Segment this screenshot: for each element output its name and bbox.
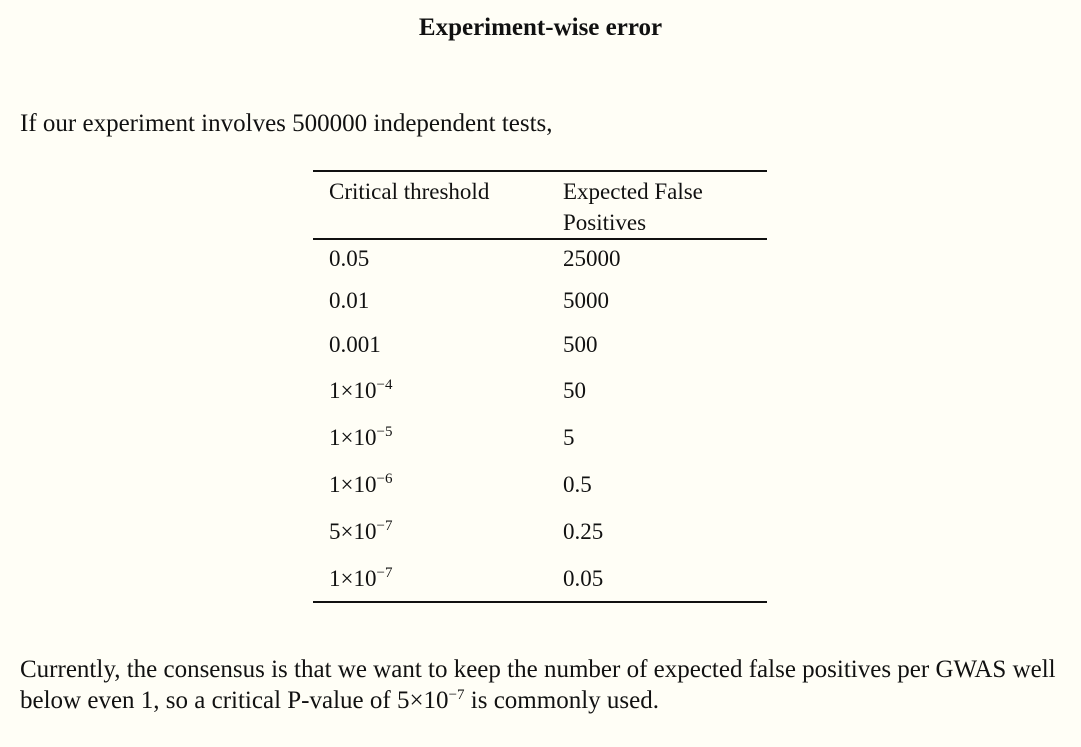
expected-cell: 5000: [563, 288, 609, 313]
page-title: Experiment-wise error: [418, 14, 663, 41]
expected-cell: 25000: [563, 246, 621, 271]
threshold-cell: 0.05: [329, 246, 370, 271]
intro-text: If our experiment involves 500000 indepe…: [20, 110, 553, 137]
conclusion-after: is commonly used.: [464, 687, 659, 714]
conclusion-before: Currently, the consensus is that we want…: [20, 656, 1056, 714]
table-row: 1×10−7 0.05: [313, 560, 767, 602]
threshold-exponent: −7: [376, 565, 393, 581]
table-row: 5×10−7 0.25: [313, 513, 767, 560]
threshold-cell: 0.001: [329, 332, 381, 357]
table-row: 0.01 5000: [313, 284, 767, 328]
critical-value-exponent: −7: [448, 687, 465, 703]
threshold-exponent: −7: [376, 518, 393, 534]
threshold-exponent: −6: [376, 471, 393, 487]
threshold-cell: 1×10−5: [313, 419, 547, 466]
expected-cell: 5: [563, 425, 575, 450]
table-row: 1×10−6 0.5: [313, 466, 767, 513]
expected-cell: 50: [563, 378, 586, 403]
table-row: 1×10−4 50: [313, 372, 767, 419]
threshold-base: 1×10: [329, 566, 377, 591]
threshold-base: 1×10: [329, 472, 377, 497]
threshold-exponent: −5: [376, 424, 393, 440]
table-row: 0.05 25000: [313, 239, 767, 284]
threshold-cell: 5×10−7: [313, 513, 547, 560]
critical-value-base: 5×10: [396, 687, 449, 714]
threshold-exponent: −4: [376, 377, 393, 393]
error-table: Critical threshold Expected False Positi…: [313, 170, 767, 603]
header-expected-false-positives: Expected False Positives: [547, 171, 767, 240]
table-row: 1×10−5 5: [313, 419, 767, 466]
threshold-cell: 1×10−6: [313, 466, 547, 513]
threshold-cell: 1×10−7: [313, 560, 547, 602]
table-header-row: Critical threshold Expected False Positi…: [313, 171, 767, 240]
header-critical-threshold: Critical threshold: [313, 171, 547, 240]
expected-cell: 0.25: [563, 519, 604, 544]
expected-cell: 0.5: [563, 472, 592, 497]
threshold-cell: 1×10−4: [313, 372, 547, 419]
threshold-base: 1×10: [329, 425, 377, 450]
threshold-base: 5×10: [329, 519, 377, 544]
table-row: 0.001 500: [313, 328, 767, 372]
threshold-cell: 0.01: [329, 288, 370, 313]
conclusion-text: Currently, the consensus is that we want…: [20, 654, 1070, 720]
expected-cell: 0.05: [563, 566, 604, 591]
threshold-base: 1×10: [329, 378, 377, 403]
expected-cell: 500: [563, 332, 598, 357]
